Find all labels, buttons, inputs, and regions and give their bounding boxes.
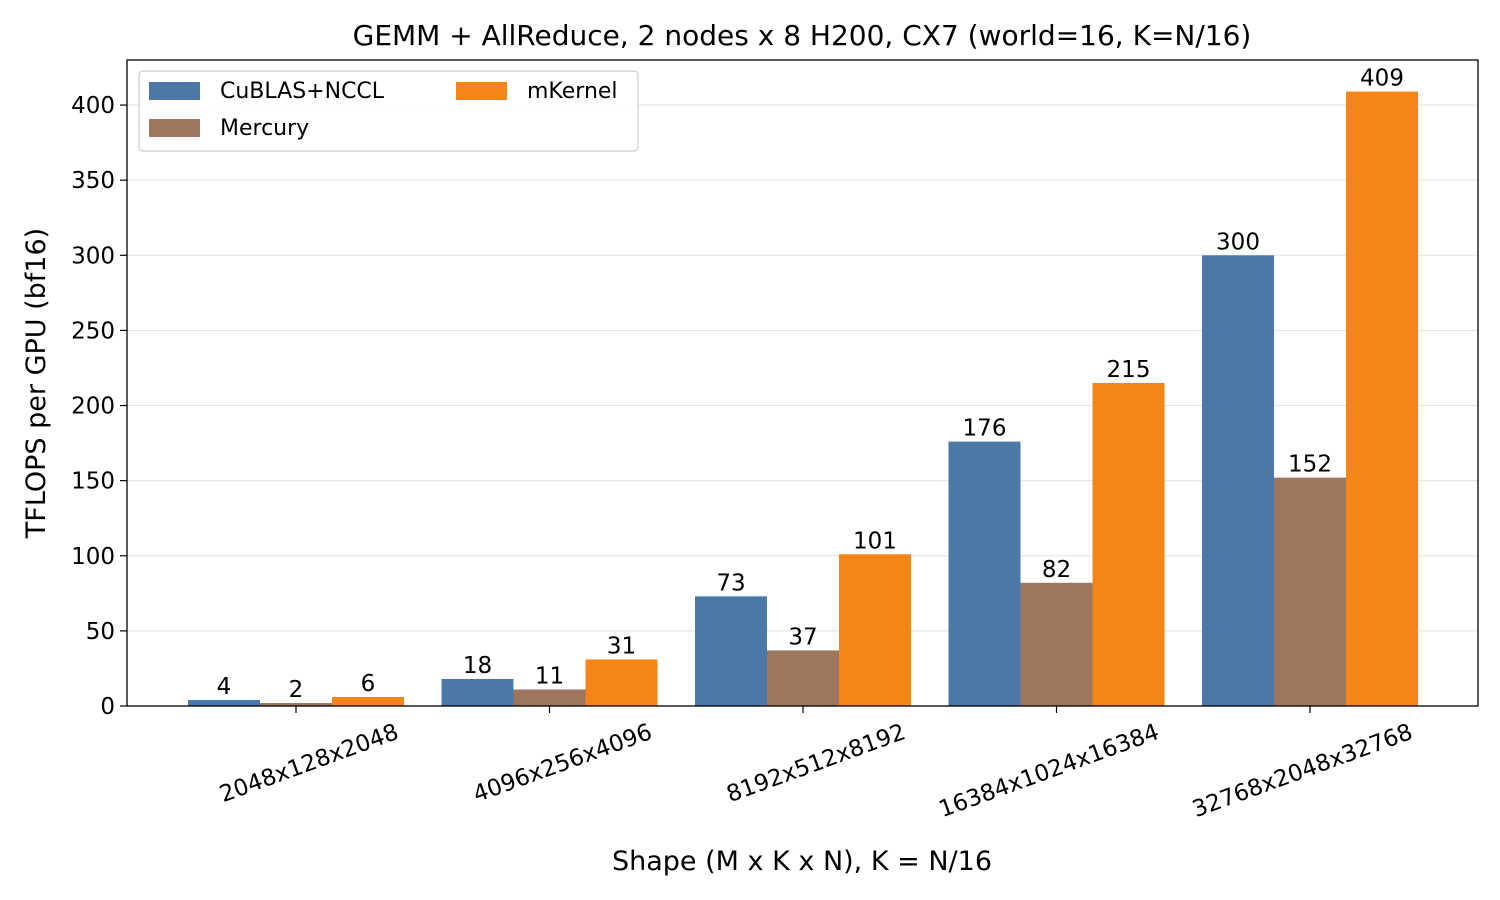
x-tick-label-3: 16384x1024x16384 — [936, 719, 1163, 823]
data-label-2-3: 215 — [1107, 357, 1151, 383]
bar-mercury-1 — [513, 689, 586, 706]
x-tick-label-1: 4096x256x4096 — [470, 719, 656, 808]
data-label-0-1: 18 — [463, 653, 492, 679]
data-label-1-2: 37 — [788, 624, 817, 650]
bar-mkernel-3 — [1092, 383, 1165, 706]
data-label-2-1: 31 — [607, 633, 636, 659]
bar-cublas-nccl-2 — [695, 596, 767, 706]
y-tick-label-0: 0 — [100, 694, 115, 720]
legend-label-0: CuBLAS+NCCL — [220, 79, 385, 104]
legend-frame — [138, 70, 639, 152]
x-axis-ticks: 2048x128x2048 4096x256x4096 8192x512x8192 1… — [216, 706, 1416, 823]
bar-mkernel-1 — [585, 659, 658, 706]
legend-swatch-0 — [149, 82, 200, 100]
bar-mkernel-0 — [332, 696, 404, 706]
grid-lines — [127, 104, 1478, 632]
x-tick-label-0: 2048x128x2048 — [216, 719, 402, 808]
data-labels: 4 2 6 18 11 31 73 37 101 176 82 215 300 152 409 — [217, 66, 1404, 703]
bar-mkernel-2 — [839, 554, 911, 706]
bar-cublas-nccl-0 — [188, 699, 260, 706]
y-axis-label: TFLOPS per GPU (bf16) — [21, 228, 52, 539]
y-tick-label-4: 200 — [71, 394, 115, 420]
bar-mercury-0 — [260, 702, 332, 706]
bar-cublas-nccl-3 — [948, 441, 1021, 706]
bar-cublas-nccl-4 — [1202, 255, 1274, 707]
bar-mercury-3 — [1020, 582, 1093, 706]
y-tick-label-1: 50 — [86, 619, 115, 645]
bar-mercury-2 — [767, 650, 839, 706]
chart-title: GEMM + AllReduce, 2 nodes x 8 H200, CX7 … — [353, 19, 1252, 52]
y-tick-label-2: 100 — [71, 544, 115, 570]
data-label-2-4: 409 — [1360, 66, 1404, 92]
y-axis-ticks: 0 50 100 150 200 250 300 350 400 — [71, 93, 127, 720]
y-tick-label-6: 300 — [71, 243, 115, 269]
x-tick-label-4: 32768x2048x32768 — [1189, 719, 1416, 823]
bar-mercury-4 — [1274, 477, 1346, 706]
data-label-0-4: 300 — [1216, 229, 1260, 255]
data-label-1-0: 2 — [289, 677, 304, 703]
data-label-0-0: 4 — [217, 674, 232, 700]
x-tick-label-2: 8192x512x8192 — [723, 719, 909, 808]
y-tick-label-8: 400 — [71, 93, 115, 119]
legend-label-2: mKernel — [527, 79, 618, 104]
y-tick-label-5: 250 — [71, 318, 115, 344]
data-label-1-1: 11 — [535, 663, 564, 689]
legend-label-1: Mercury — [220, 116, 309, 141]
bars — [188, 91, 1418, 707]
data-label-0-3: 176 — [963, 416, 1007, 442]
data-label-2-0: 6 — [361, 671, 376, 697]
x-axis-label: Shape (M x K x N), K = N/16 — [612, 846, 992, 877]
y-tick-label-7: 350 — [71, 168, 115, 194]
data-label-1-3: 82 — [1042, 557, 1071, 583]
data-label-0-2: 73 — [716, 570, 745, 596]
bar-cublas-nccl-1 — [441, 678, 514, 706]
legend-swatch-2 — [456, 82, 507, 100]
legend-swatch-1 — [149, 119, 200, 137]
data-label-2-2: 101 — [853, 528, 897, 554]
legend: CuBLAS+NCCL Mercury mKernel — [138, 70, 639, 152]
data-label-1-4: 152 — [1288, 452, 1332, 478]
bar-mkernel-4 — [1346, 91, 1418, 707]
y-tick-label-3: 150 — [71, 469, 115, 495]
